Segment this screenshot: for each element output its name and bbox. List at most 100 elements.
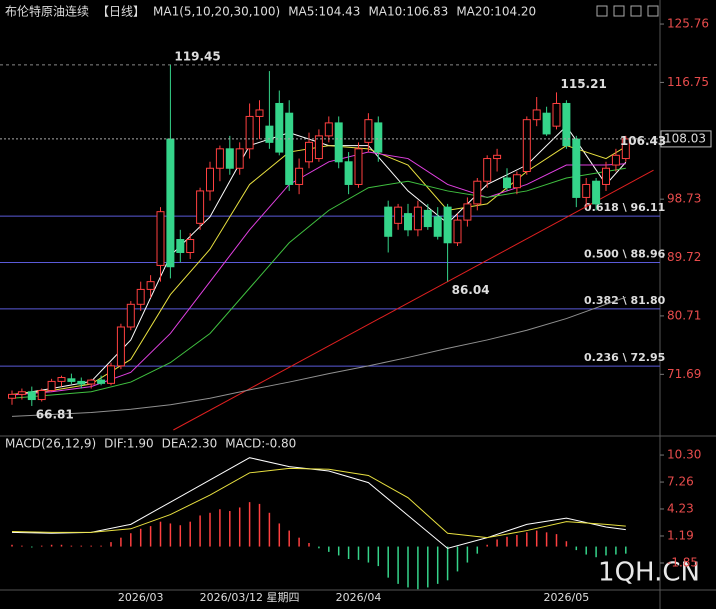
candle-body — [453, 219, 462, 244]
candle-body — [602, 167, 610, 185]
icon[interactable] — [596, 5, 608, 17]
candle-body — [196, 190, 205, 224]
candle-body — [394, 206, 403, 224]
candle-body — [136, 288, 145, 305]
fib-label: 0.618 \ 96.11 — [584, 201, 665, 214]
legend-text: 布伦特原油连续 — [5, 4, 89, 19]
candle-body — [463, 203, 472, 221]
candle-body — [97, 379, 106, 384]
ma-line — [11, 467, 626, 539]
last-price-label: 108.03 — [664, 131, 706, 145]
candle-body — [552, 102, 561, 127]
candle-body — [107, 365, 115, 384]
legend-text: 【日线】 — [97, 5, 145, 19]
candle-body — [364, 119, 373, 143]
price-annotation: 86.04 — [452, 283, 490, 297]
candle-body — [265, 125, 274, 143]
y-tick-label: 4.23 — [667, 501, 694, 515]
candle-body — [255, 109, 264, 117]
candle-body — [334, 122, 343, 163]
toolbar-icons — [596, 5, 659, 17]
legend-text: DEA:2.30 — [162, 437, 218, 451]
legend-text: MA5:104.43 — [288, 5, 360, 19]
x-tick-label: 2026/05 — [544, 591, 590, 604]
candle-body — [532, 109, 541, 121]
candle-body — [206, 167, 214, 192]
y-tick-label: 89.72 — [667, 250, 701, 264]
candle-body — [215, 148, 224, 169]
candle-body — [344, 161, 353, 185]
y-tick-label: 98.73 — [667, 192, 701, 206]
y-tick-label: 10.30 — [667, 448, 701, 462]
fib-label: 0.500 \ 88.96 — [584, 247, 666, 260]
candle-body — [37, 389, 46, 401]
candle-body — [562, 102, 571, 147]
y-tick-label: 7.26 — [667, 475, 694, 489]
legend-text: MA20:104.20 — [456, 5, 536, 19]
legend-text: MACD:-0.80 — [225, 437, 296, 451]
ma-line — [11, 457, 626, 549]
candle-body — [384, 206, 393, 237]
watermark: 1QH.CN — [598, 558, 700, 588]
icon[interactable] — [630, 5, 642, 17]
ma-line — [11, 145, 627, 395]
candle-body — [17, 391, 26, 395]
candle-body — [156, 211, 165, 266]
candle-body — [305, 141, 313, 163]
candle-body — [522, 119, 531, 173]
candle-body — [275, 102, 284, 153]
fib-label: 0.236 \ 72.95 — [584, 351, 665, 364]
candle-body — [413, 206, 422, 231]
icon[interactable] — [647, 5, 659, 17]
candle-body — [512, 174, 521, 189]
candle-body — [57, 377, 66, 382]
candle-body — [324, 122, 333, 137]
legend-text: MA10:106.83 — [368, 5, 448, 19]
candle-body — [47, 380, 56, 391]
candle-body — [126, 303, 135, 328]
last-price-box — [660, 130, 712, 148]
candle-body — [67, 378, 76, 382]
x-tick-label: 2026/03/12 星期四 — [200, 591, 300, 604]
candle-body — [186, 239, 195, 253]
y-tick-label: 116.75 — [667, 75, 709, 89]
candle-body — [493, 154, 502, 160]
candle-body — [503, 177, 511, 189]
y-tick-label: 1.19 — [667, 528, 694, 542]
candle-body — [285, 112, 294, 185]
candle-body — [483, 158, 492, 182]
candle-body — [27, 391, 36, 401]
icon[interactable] — [613, 5, 625, 17]
trend-line — [173, 169, 654, 431]
candle-body — [146, 281, 155, 290]
candle-body — [225, 148, 234, 169]
candle-body — [8, 393, 16, 399]
candle-body — [423, 209, 432, 228]
candle-body — [176, 239, 185, 253]
candle-body — [404, 213, 412, 231]
price-annotation: 66.81 — [36, 407, 74, 421]
candle-body — [542, 112, 551, 135]
candle-body — [374, 122, 383, 153]
fib-label: 0.382 \ 81.80 — [584, 294, 666, 307]
legend-text: MA1(5,10,20,30,100) — [153, 5, 280, 19]
candle-body — [592, 180, 601, 205]
candle-body — [582, 183, 591, 198]
candle-body — [295, 167, 304, 185]
candle-body — [354, 148, 363, 185]
candle-body — [166, 138, 175, 268]
price-annotation: 115.21 — [561, 77, 607, 91]
ma-line — [11, 167, 626, 399]
candle-body — [245, 115, 254, 150]
candle-body — [443, 206, 452, 244]
candle-body — [572, 138, 581, 198]
candle-body — [473, 180, 482, 205]
candle-body — [314, 135, 323, 160]
ma-line — [11, 151, 626, 396]
candle-body — [87, 379, 96, 385]
legend-text: DIF:1.90 — [104, 437, 154, 451]
y-tick-label: 125.76 — [667, 17, 709, 31]
ma-line — [11, 296, 626, 417]
candle-body — [433, 216, 442, 237]
